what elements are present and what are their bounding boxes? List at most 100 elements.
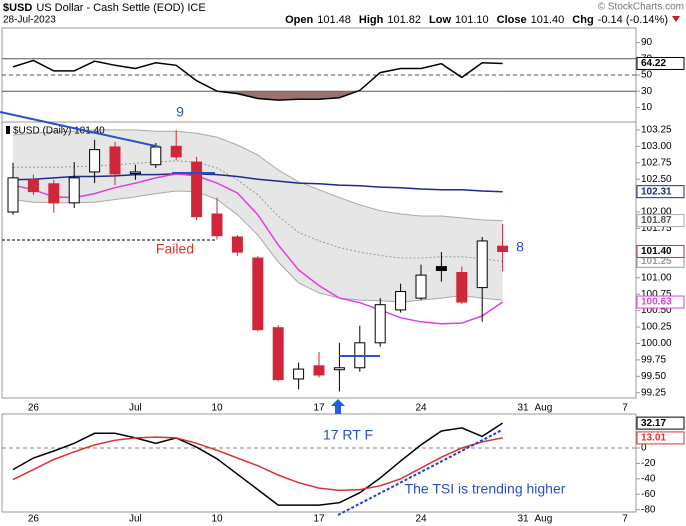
x-tick-label: 26 <box>28 403 40 414</box>
candle-body <box>191 161 203 218</box>
last-value-box <box>636 295 685 309</box>
x-tick-label: Jul <box>129 514 142 525</box>
candle-body <box>27 179 39 193</box>
candle-body <box>333 367 345 371</box>
date: 28-Jul-2023 <box>3 15 56 26</box>
candle-body <box>109 146 121 175</box>
y-tick-label: 103.00 <box>641 141 672 152</box>
x-tick-label: 7 <box>622 403 628 414</box>
candle-body <box>129 171 141 174</box>
x-tick-label: 24 <box>415 403 427 414</box>
y-tick-label: 99.50 <box>641 371 666 382</box>
last-value-label: 13.01 <box>641 433 666 444</box>
quote-label: Close <box>497 14 527 26</box>
candle-body <box>252 257 264 331</box>
x-tick-label: 10 <box>211 514 223 525</box>
series-line <box>12 59 503 101</box>
candle-body <box>150 146 162 166</box>
annotation: 9 <box>176 104 184 120</box>
last-value-label: 101.40 <box>641 246 672 257</box>
y-tick-label: -20 <box>641 458 656 469</box>
y-tick-label: 102.50 <box>641 174 672 185</box>
y-tick-label: 102.75 <box>641 157 672 168</box>
quote-value: 101.48 <box>317 14 351 26</box>
credit: © StockCharts.com <box>598 2 684 13</box>
candle-body <box>476 240 488 289</box>
quote-value: 101.10 <box>455 14 489 26</box>
y-tick-label: 99.75 <box>641 355 666 366</box>
series-line <box>12 173 504 325</box>
candle-body <box>211 213 223 237</box>
y-tick-label: -60 <box>641 489 656 500</box>
symbol: $USD <box>3 2 32 14</box>
y-tick-label: 100.75 <box>641 289 672 300</box>
y-tick-label: 100.25 <box>641 322 672 333</box>
symbol-title: $USD US Dollar - Cash Settle (EOD) ICE <box>3 2 206 14</box>
panel-frame <box>1 413 637 513</box>
instrument-name: US Dollar - Cash Settle (EOD) ICE <box>36 2 205 14</box>
x-tick-label: 7 <box>622 514 628 525</box>
candle-body <box>415 274 427 299</box>
x-tick-label: 17 <box>313 514 325 525</box>
band-lower <box>12 190 503 303</box>
legend-icon <box>6 126 10 134</box>
drawings <box>0 16 680 516</box>
candle-body <box>374 304 386 344</box>
x-tick-label: Aug <box>535 514 553 525</box>
last-value-label: 100.63 <box>641 297 672 308</box>
legend-label: $USD (Daily) 101.40 <box>13 126 105 137</box>
y-tick-label: 99.25 <box>641 387 666 398</box>
last-value-box <box>636 431 685 445</box>
y-tick-label: 101.00 <box>641 272 672 283</box>
quote-label: Open <box>285 14 313 26</box>
x-tick-label: 26 <box>28 514 40 525</box>
y-tick-label: 100.50 <box>641 305 672 316</box>
series-line <box>12 422 504 506</box>
tsi-trend-line <box>337 429 503 516</box>
candle-body <box>456 271 468 303</box>
x-tick-label: 31 <box>517 514 529 525</box>
down-triangle <box>672 16 680 22</box>
y-tick-label: 90 <box>641 37 653 48</box>
quote-label: Low <box>429 14 451 26</box>
last-value-box <box>636 214 685 228</box>
last-value-box <box>636 185 685 199</box>
y-tick-label: 103.25 <box>641 125 672 136</box>
x-tick-label: Jul <box>129 403 142 414</box>
y-tick-label: 101.75 <box>641 223 672 234</box>
up-arrow <box>331 399 345 414</box>
candle-body <box>395 291 407 311</box>
y-tick-label: 50 <box>641 70 653 81</box>
quote-label: High <box>359 14 384 26</box>
candle-body <box>48 183 60 204</box>
quote-value: 101.40 <box>531 14 565 26</box>
candle-body <box>497 245 509 252</box>
annotation: 17 RT F <box>323 427 373 443</box>
series-line <box>12 436 503 492</box>
y-tick-label: 100.00 <box>641 338 672 349</box>
y-tick-label: -80 <box>641 504 656 515</box>
quote-label: Chg <box>572 14 593 26</box>
candle-body <box>293 368 305 380</box>
quote-value: -0.14 (-0.14%) <box>598 14 668 26</box>
last-value-label: 101.25 <box>641 256 672 267</box>
band-upper <box>12 129 503 222</box>
trend-line <box>0 111 161 148</box>
last-value-label: 101.87 <box>641 215 672 226</box>
x-tick-label: 10 <box>211 403 223 414</box>
candle-body <box>89 149 101 173</box>
y-tick-label: 10 <box>641 102 653 113</box>
last-value-label: 64.22 <box>641 58 666 69</box>
candle-body <box>231 236 243 253</box>
y-tick-label: 30 <box>641 86 653 97</box>
last-value-box <box>636 244 685 258</box>
annotation: 8 <box>516 239 524 255</box>
y-tick-label: 102.00 <box>641 207 672 218</box>
annotation: The TSI is trending higher <box>405 481 566 497</box>
candle-body <box>68 177 80 204</box>
oversold-fill <box>13 91 503 101</box>
last-value-label: 102.31 <box>641 186 672 197</box>
y-tick-label: -40 <box>641 473 656 484</box>
last-value-box <box>636 416 685 430</box>
